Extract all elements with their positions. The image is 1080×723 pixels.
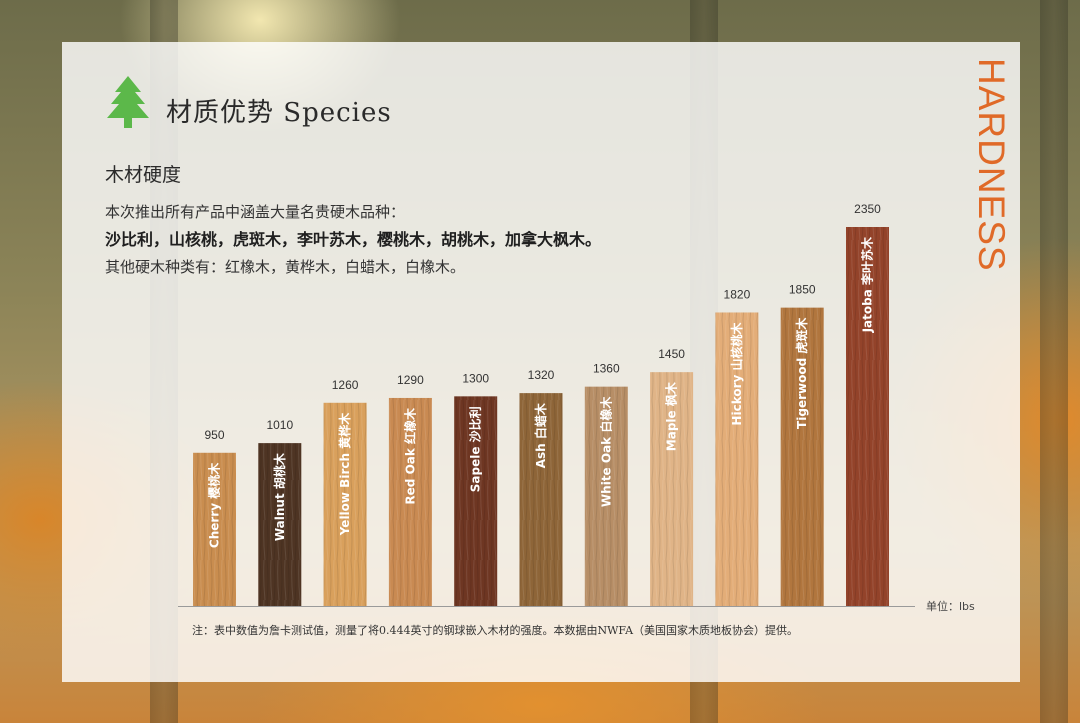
bar-category-label: Yellow Birch 黄桦木 (337, 412, 352, 536)
bar-category-label: Tigerwood 虎斑木 (794, 317, 809, 429)
bar-value-label: 1290 (397, 373, 424, 387)
bar-value-label: 1010 (266, 418, 293, 432)
bar-category-label: Maple 枫木 (664, 381, 679, 451)
species-list: 沙比利，山核桃，虎斑木，李叶苏木，樱桃木，胡桃木，加拿大枫木。 (105, 230, 602, 249)
bar-grain (519, 393, 563, 606)
bar-grain (650, 372, 694, 606)
bar-category-label: White Oak 白橡木 (598, 396, 613, 507)
bar (454, 396, 498, 606)
other-species-text: 其他硬木种类有：红橡木，黄桦木，白蜡木，白橡木。 (105, 258, 466, 276)
bar-grain (388, 397, 432, 606)
background-tree-trunk (1040, 0, 1068, 723)
bar (258, 443, 302, 606)
bar (715, 312, 759, 606)
bar-value-label: 1450 (658, 347, 685, 361)
bar-grain (454, 396, 498, 606)
bar (323, 402, 367, 606)
bar-grain (258, 443, 302, 606)
bar-value-label: 1300 (462, 371, 489, 385)
pine-tree-icon (107, 76, 149, 128)
bar-value-label: 1320 (528, 368, 555, 382)
bar (780, 307, 824, 606)
bar-grain (780, 307, 824, 606)
footnote: 注：表中数值为詹卡测试值，测量了将0.444英寸的钢球嵌入木材的强度。本数据由N… (192, 624, 799, 637)
bar-category-label: Cherry 樱桃木 (207, 462, 222, 548)
bar (584, 386, 628, 606)
bar (193, 452, 236, 606)
bar-category-label: Red Oak 红橡木 (402, 407, 417, 505)
bar-grain (846, 227, 889, 606)
bar-grain (584, 386, 628, 606)
bar (519, 393, 563, 606)
hardness-side-label: HARDNESS (971, 58, 1012, 272)
bar-value-label: 1260 (332, 378, 359, 392)
bar (650, 372, 694, 606)
bar-value-label: 1820 (724, 287, 751, 301)
bar-category-label: Ash 白蜡木 (533, 402, 548, 468)
bar-category-label: Jatoba 李叶苏木 (860, 236, 875, 333)
bar-category-label: Hickory 山核桃木 (729, 321, 744, 425)
bar-grain (193, 452, 236, 606)
section-title: 木材硬度 (105, 164, 182, 186)
bar-value-label: 1850 (789, 283, 816, 297)
intro-text: 本次推出所有产品中涵盖大量名贵硬木品种： (105, 203, 406, 221)
bar-value-label: 950 (204, 428, 224, 442)
bar-grain (323, 402, 367, 606)
bar (846, 227, 889, 606)
bar-grain (715, 312, 759, 606)
bar-category-label: Sapele 沙比利 (468, 406, 483, 492)
page-title: 材质优势 Species (166, 98, 392, 128)
bar (388, 397, 432, 606)
unit-label: 单位：lbs (926, 600, 975, 613)
bar-category-label: Walnut 胡桃木 (272, 452, 287, 541)
bar-value-label: 1360 (593, 362, 620, 376)
bar-value-label: 2350 (854, 202, 881, 216)
